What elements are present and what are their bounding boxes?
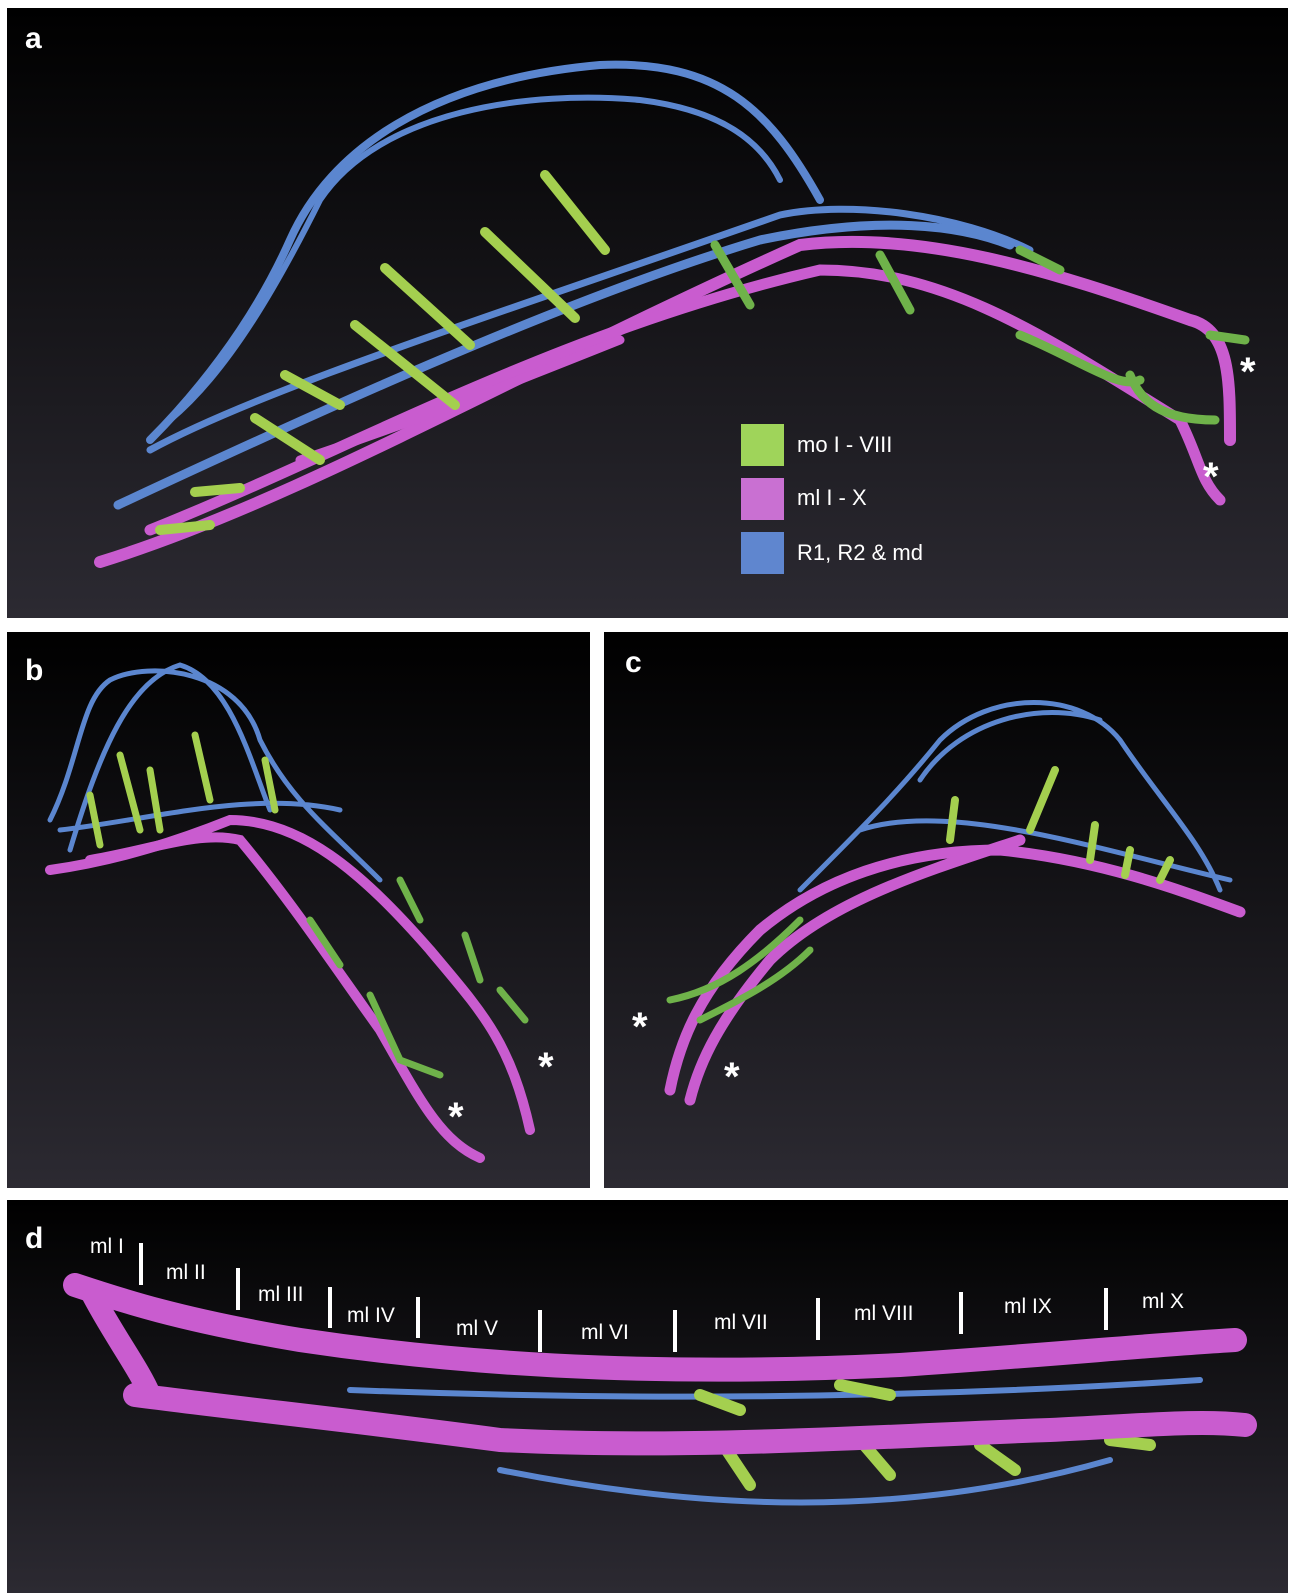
segment-label: ml III [258, 1283, 304, 1306]
legend-swatch [741, 478, 784, 520]
legend-swatch [741, 532, 784, 574]
figure: a * * mo I - VIII ml I - X R1, R2 & md b… [0, 0, 1310, 1593]
panel-label: a [25, 22, 42, 55]
segment-label: ml V [456, 1317, 498, 1340]
legend-label: mo I - VIII [797, 432, 892, 457]
segment-label: ml II [166, 1261, 206, 1284]
segment-label: ml VII [714, 1311, 768, 1334]
panel-a: a * * mo I - VIII ml I - X R1, R2 & md [7, 8, 1288, 618]
panel-b: b * * [7, 632, 590, 1188]
segment-label: ml I [90, 1235, 124, 1258]
segment-label: ml VIII [854, 1302, 914, 1325]
asterisk: * [632, 1005, 648, 1049]
panel-label: b [25, 654, 43, 687]
panel-bg [604, 632, 1288, 1188]
panel-label: c [625, 646, 642, 679]
asterisk: * [448, 1095, 464, 1139]
legend-label: R1, R2 & md [797, 540, 923, 565]
segment-label: ml X [1142, 1290, 1184, 1313]
asterisk: * [1240, 350, 1256, 394]
legend-swatch [741, 424, 784, 466]
asterisk: * [724, 1055, 740, 1099]
panel-d: d ml I ml II ml III ml IV ml V ml VI ml … [7, 1200, 1288, 1593]
segment-label: ml IV [347, 1304, 395, 1327]
segment-label: ml IX [1004, 1295, 1052, 1318]
asterisk: * [1203, 455, 1219, 499]
legend-label: ml I - X [797, 485, 867, 510]
panel-label: d [25, 1222, 43, 1255]
panel-c: c * * [604, 632, 1288, 1188]
segment-label: ml VI [581, 1321, 629, 1344]
asterisk: * [538, 1045, 554, 1089]
